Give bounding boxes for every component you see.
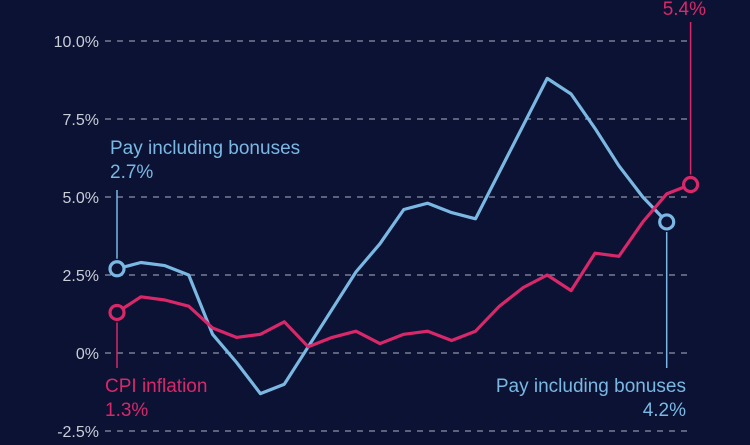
y-tick-label: 10.0%	[54, 34, 99, 51]
pay-start-marker	[108, 260, 126, 278]
pay-start-value: 2.7%	[110, 162, 153, 183]
cpi-start-label: CPI inflation	[105, 376, 207, 397]
endpoint-markers	[108, 175, 700, 322]
y-axis-tick-labels: -2.5% 0% 2.5% 5.0% 7.5% 10.0%	[54, 34, 99, 441]
cpi-start-marker	[108, 303, 126, 322]
cpi-series-line	[115, 182, 693, 349]
y-tick-label: 7.5%	[63, 112, 99, 129]
grid-lines	[105, 40, 692, 432]
pay-end-value: 4.2%	[643, 400, 686, 421]
y-tick-label: -2.5%	[57, 424, 99, 441]
pay-series-line	[115, 76, 669, 396]
pay-start-label: Pay including bonuses	[110, 138, 300, 159]
cpi-end-marker	[681, 175, 700, 194]
series-lines	[115, 76, 693, 396]
cpi-end-value: 5.4%	[663, 0, 706, 20]
y-tick-label: 2.5%	[63, 268, 99, 285]
y-tick-label: 0%	[76, 346, 99, 363]
pay-end-marker	[658, 213, 676, 231]
pay-end-label: Pay including bonuses	[496, 376, 686, 397]
cpi-start-value: 1.3%	[105, 400, 148, 421]
annotation-leader-lines	[116, 22, 692, 368]
y-tick-label: 5.0%	[63, 190, 99, 207]
